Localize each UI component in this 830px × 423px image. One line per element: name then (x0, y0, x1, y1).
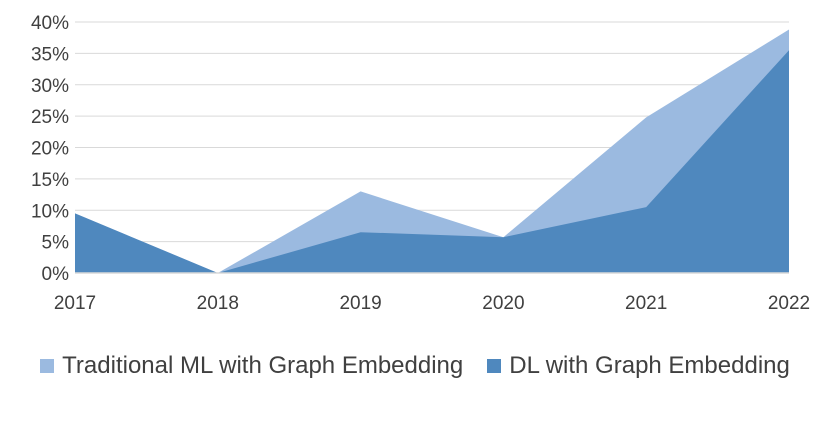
legend-swatch-dl (487, 359, 502, 373)
legend-label-traditional-ml: Traditional ML with Graph Embedding (62, 352, 464, 379)
area-chart: 0%5%10%15%20%25%30%35%40% 2017 2018 2019 20… (31, 13, 810, 314)
gridlines (75, 21, 789, 243)
y-tick-label: 40% (31, 13, 69, 34)
y-tick-label: 0% (42, 264, 70, 285)
area-series-0 (75, 29, 789, 274)
legend-label-dl: DL with Graph Embedding (509, 352, 790, 379)
x-tick-label: 2018 (197, 293, 239, 314)
legend-swatch-traditional-ml (40, 359, 55, 373)
series-areas (75, 29, 789, 274)
y-tick-label: 10% (31, 201, 69, 222)
y-tick-label: 20% (31, 139, 69, 160)
legend: Traditional ML with Graph Embedding DL w… (0, 352, 830, 380)
y-tick-label: 30% (31, 76, 69, 97)
legend-item-dl: DL with Graph Embedding (487, 352, 790, 380)
y-tick-label: 25% (31, 107, 69, 128)
y-axis-ticks: 0% 5% 10% 15% 20% 25% 30% 35% 40% (31, 13, 69, 285)
x-axis-ticks: 2017 2018 2019 2020 2021 2022 (54, 293, 810, 314)
area-series-1 (75, 50, 789, 273)
x-tick-label: 2020 (482, 293, 524, 314)
y-tick-label: 35% (31, 44, 69, 65)
x-tick-label: 2019 (339, 293, 381, 314)
x-tick-label: 2017 (54, 293, 96, 314)
legend-item-traditional-ml: Traditional ML with Graph Embedding (40, 352, 463, 380)
y-tick-label: 15% (31, 170, 69, 191)
y-tick-label: 5% (42, 233, 70, 254)
x-tick-label: 2021 (625, 293, 667, 314)
x-tick-label: 2022 (768, 293, 810, 314)
